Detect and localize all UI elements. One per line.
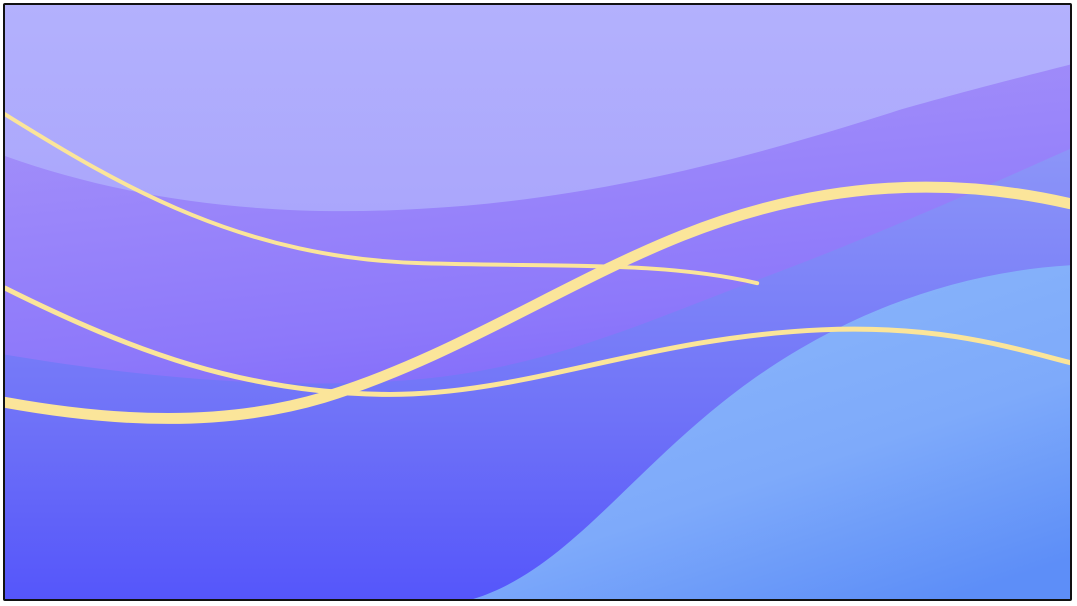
ribbon-lower-thin [5,285,1070,397]
ribbon-thick [5,181,1070,424]
ribbon-upper-thin [5,112,760,286]
abstract-wave-wallpaper [5,5,1070,599]
wallpaper-frame [3,3,1072,601]
blue-dune-layer [473,265,1070,599]
